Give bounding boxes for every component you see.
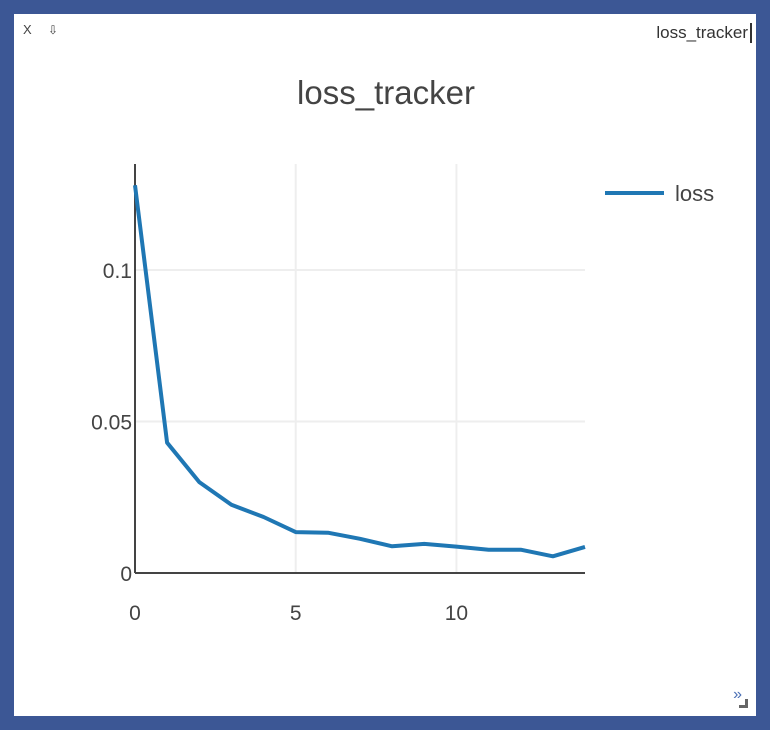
x-tick-label: 5 — [290, 602, 302, 625]
window-title: loss_tracker — [656, 23, 752, 43]
y-tick-label: 0.05 — [91, 412, 132, 435]
tick-labels: 0 5 10 0 0.05 0.1 — [91, 260, 468, 625]
x-tick-label: 0 — [129, 602, 141, 625]
close-button[interactable]: X — [23, 22, 32, 37]
series-line-loss — [133, 184, 586, 559]
y-tick-label: 0 — [120, 563, 132, 586]
y-tick-label: 0.1 — [103, 260, 132, 283]
legend-label: loss — [675, 181, 714, 206]
line-chart: 0 5 10 0 0.05 0.1 loss_tracker loss — [91, 74, 714, 625]
resize-arrows-icon[interactable]: » — [733, 686, 742, 703]
legend[interactable]: loss — [605, 181, 714, 206]
x-tick-label: 10 — [445, 602, 468, 625]
grid — [135, 164, 585, 573]
axes — [134, 164, 585, 574]
pin-icon[interactable]: ⇩ — [48, 23, 59, 37]
chart-title: loss_tracker — [297, 74, 475, 111]
plot-window: X ⇩ loss_tracker 0 5 10 0 0.05 0.1 loss_track… — [14, 14, 756, 716]
resize-grip-icon[interactable] — [739, 699, 748, 708]
series-layer — [133, 184, 586, 559]
